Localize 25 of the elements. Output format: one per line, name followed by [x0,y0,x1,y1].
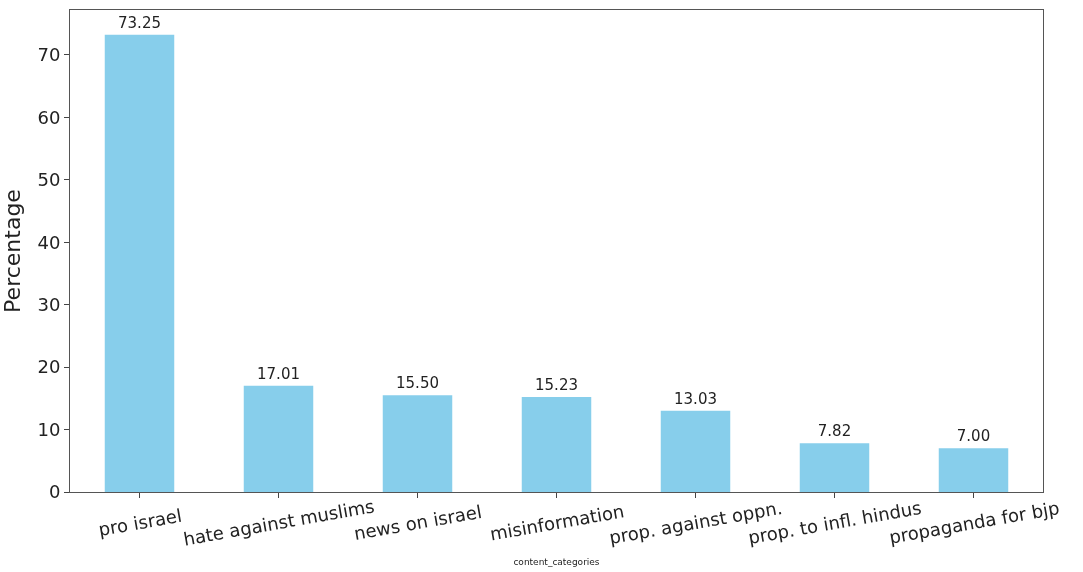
data-label: 15.23 [535,375,578,394]
bar [660,410,731,492]
data-label: 13.03 [674,389,717,408]
bar [382,395,453,492]
bar [799,443,870,492]
bar [938,448,1009,492]
x-axis-title: content_categories [513,557,600,568]
data-label: 73.25 [118,13,161,32]
y-axis-title: Percentage [0,189,25,313]
data-label: 15.50 [396,374,439,393]
y-tick-label: 30 [37,293,61,315]
y-tick-label: 70 [37,44,61,66]
y-tick-label: 50 [37,169,61,191]
bar [104,34,175,492]
data-label: 17.01 [257,364,300,383]
y-tick-label: 40 [37,231,61,253]
bar [521,396,592,492]
data-label: 7.00 [956,427,991,446]
y-tick-label: 60 [37,106,61,128]
x-tick-label: pro israel [96,504,184,541]
y-tick-label: 20 [37,356,61,378]
data-label: 7.82 [817,422,852,441]
y-tick-label: 0 [48,481,61,503]
y-tick-label: 10 [37,418,61,440]
bar [243,385,314,492]
